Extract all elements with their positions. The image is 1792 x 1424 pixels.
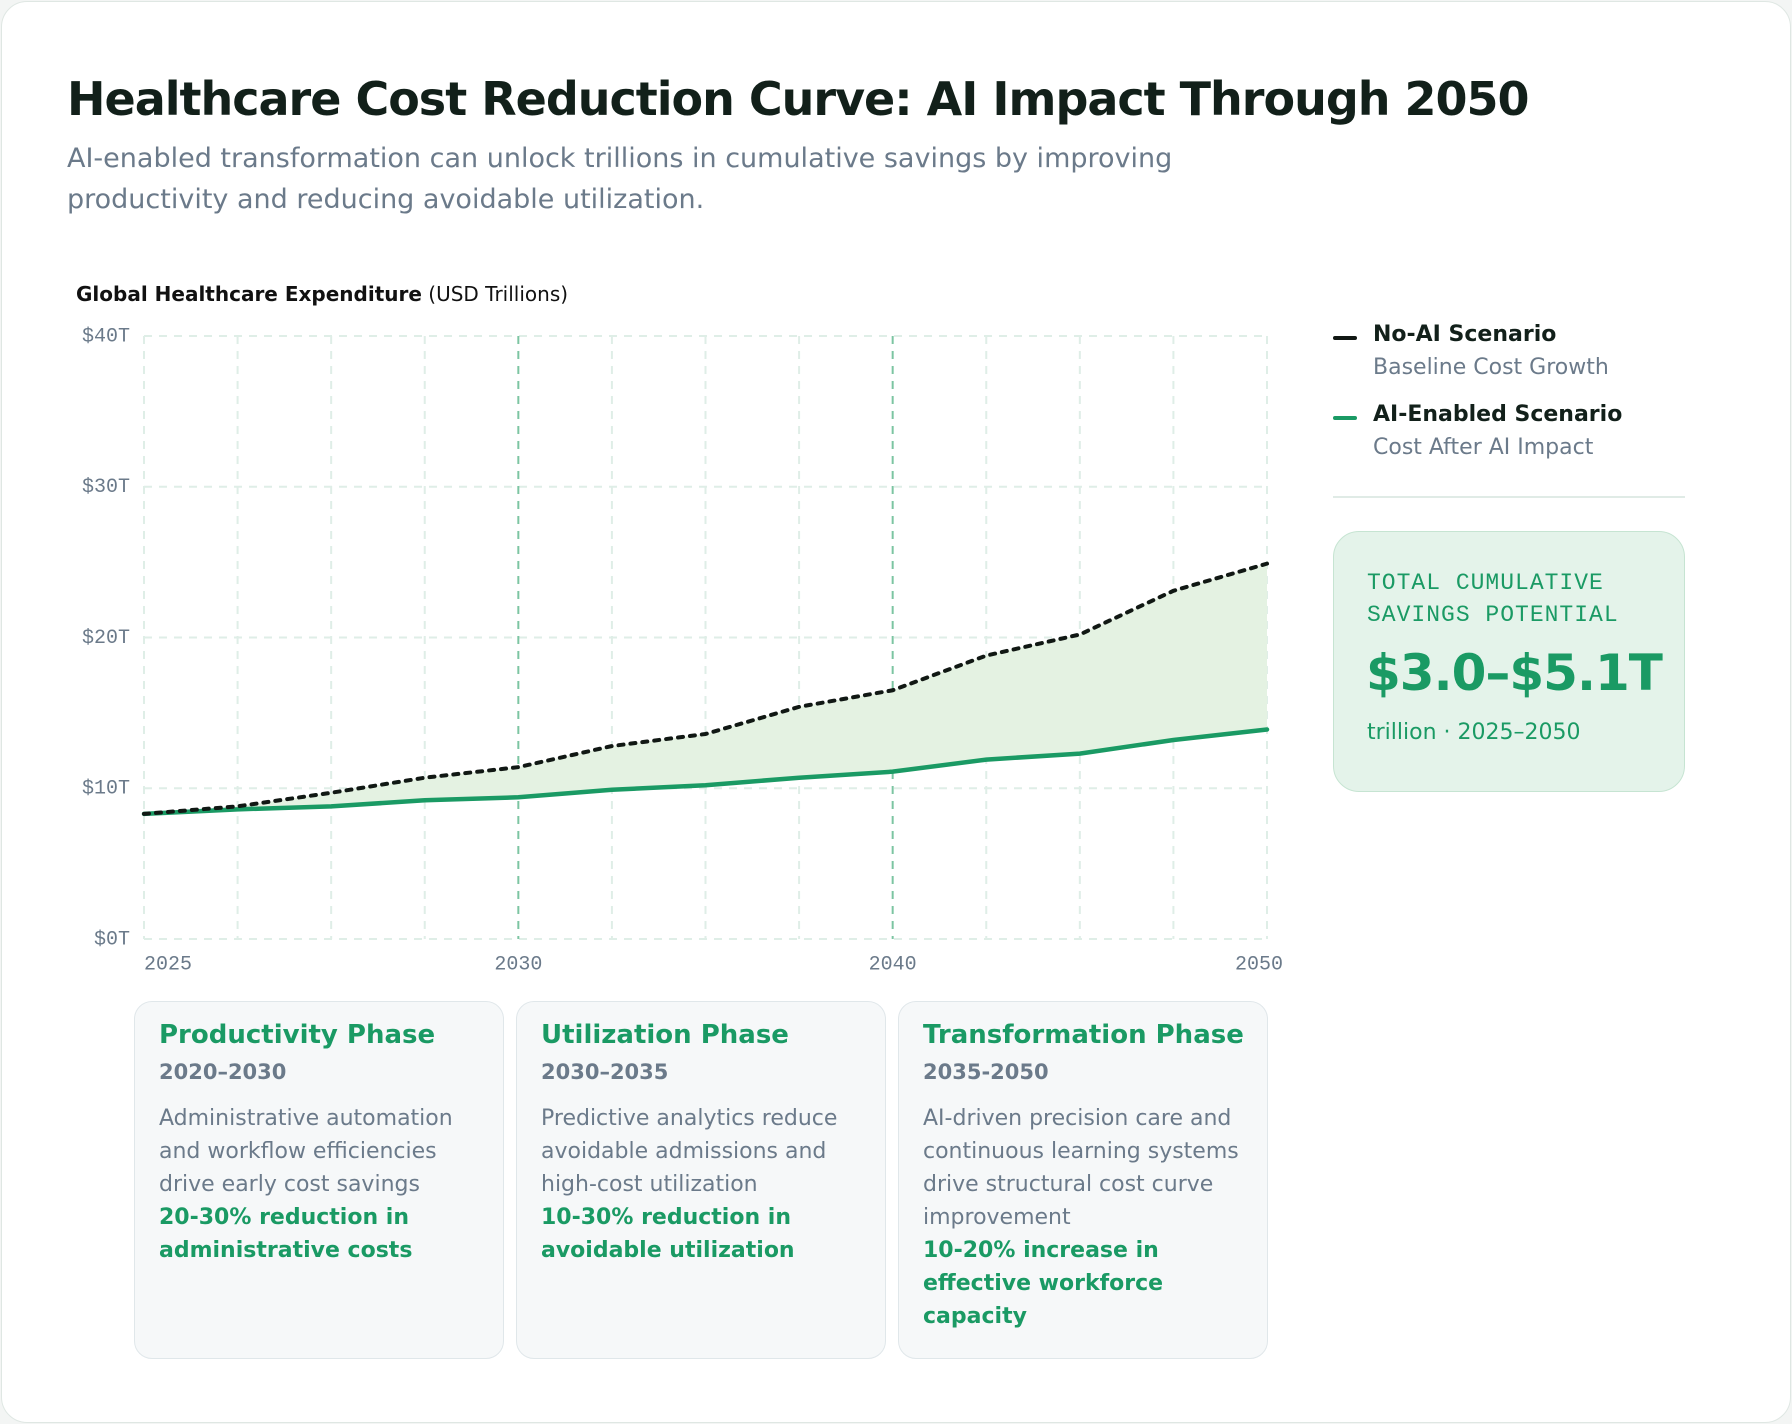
legend-name: AI-Enabled Scenario: [1373, 402, 1623, 427]
phase-highlight: 20-30% reduction in administrative costs: [159, 1205, 413, 1263]
phase-period: 2020–2030: [159, 1060, 287, 1084]
phase-card: Productivity Phase 2020–2030 Administrativ…: [134, 1001, 504, 1359]
savings-value: $3.0–$5.1T: [1366, 644, 1663, 702]
y-tick-label: $30T: [82, 476, 130, 499]
phase-title: Productivity Phase: [159, 1020, 436, 1050]
subtitle: AI-enabled transformation can unlock tri…: [67, 143, 1173, 215]
series-line: [141, 727, 1270, 817]
y-unit: (USD Trillions): [428, 282, 569, 306]
phase-card: Transformation Phase 2035-2050 AI-driven p…: [898, 1001, 1268, 1359]
phase-text: Administrative automation and workflow e…: [159, 1106, 453, 1197]
savings-note: trillion · 2025–2050: [1367, 720, 1581, 745]
savings-title: TOTAL CUMULATIVE SAVINGS POTENTIAL: [1367, 570, 1619, 628]
legend-swatch: [1333, 336, 1357, 340]
phase-period: 2035-2050: [923, 1060, 1049, 1084]
x-tick-label: 2030: [494, 953, 542, 976]
phase-highlight: 10-30% reduction in avoidable utilizatio…: [541, 1205, 795, 1263]
title: Healthcare Cost Reduction Curve: AI Impa…: [67, 72, 1530, 126]
y-tick-label: $40T: [82, 325, 130, 348]
phase-text: Predictive analytics reduce avoidable ad…: [541, 1106, 838, 1197]
phase-card: Utilization Phase 2030–2035 Predictive ana…: [516, 1001, 886, 1359]
phase-text: AI-driven precision care and continuous …: [923, 1106, 1239, 1230]
y-tick-label: $20T: [82, 627, 130, 650]
x-tick-label: 2050: [1235, 953, 1283, 976]
legend-subtitle: Baseline Cost Growth: [1373, 355, 1609, 380]
chart: $0T $10T $20T $30T $40T 2025 2030 2040 2050: [82, 325, 1283, 976]
savings-box: TOTAL CUMULATIVE SAVINGS POTENTIAL $3.0–…: [1333, 531, 1685, 792]
y-label: Global Healthcare Expenditure: [76, 282, 422, 306]
phase-highlight: 10-20% increase in effective workforce c…: [923, 1238, 1164, 1329]
y-tick-label: $0T: [94, 928, 130, 951]
y-tick-label: $10T: [82, 778, 130, 801]
phase-title: Utilization Phase: [541, 1020, 789, 1050]
legend-subtitle: Cost After AI Impact: [1373, 435, 1594, 460]
legend-swatch: [1333, 416, 1357, 420]
savings-area: [144, 563, 1267, 814]
x-tick-label: 2025: [144, 953, 192, 976]
divider: [1333, 496, 1685, 498]
legend-name: No-AI Scenario: [1373, 322, 1557, 347]
x-tick-label: 2040: [869, 953, 917, 976]
phase-title: Transformation Phase: [923, 1020, 1244, 1050]
phase-period: 2030–2035: [541, 1060, 669, 1084]
series-line: [142, 561, 1269, 816]
y-axis-label: Global Healthcare Expenditure (USD Trill…: [76, 282, 568, 306]
